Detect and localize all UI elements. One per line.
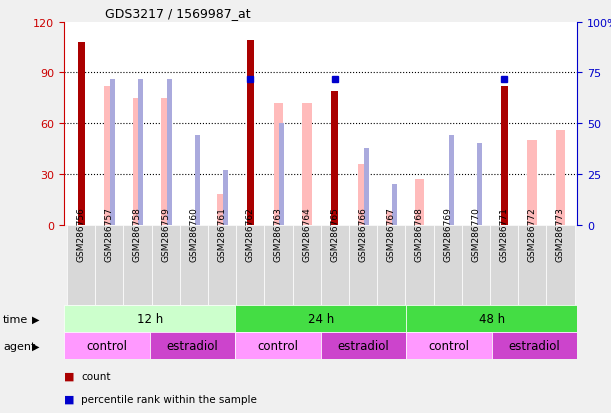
- Text: GSM286762: GSM286762: [246, 207, 255, 261]
- Bar: [448, 136, 453, 225]
- Text: GSM286763: GSM286763: [274, 206, 283, 261]
- Bar: [95, 225, 123, 306]
- Text: ■: ■: [64, 394, 75, 404]
- Bar: [208, 225, 236, 306]
- Bar: [321, 225, 349, 306]
- Bar: [386, 211, 396, 225]
- Bar: [236, 225, 265, 306]
- Bar: [138, 79, 144, 225]
- Text: estradiol: estradiol: [167, 339, 218, 352]
- Bar: [546, 225, 574, 306]
- Text: GSM286760: GSM286760: [189, 206, 199, 261]
- Text: GSM286756: GSM286756: [76, 206, 86, 261]
- Bar: [377, 225, 405, 306]
- Bar: [217, 195, 227, 225]
- Text: GSM286766: GSM286766: [359, 206, 368, 261]
- Text: GSM286761: GSM286761: [218, 206, 227, 261]
- Bar: [235, 306, 406, 332]
- Text: estradiol: estradiol: [338, 339, 389, 352]
- Bar: [167, 79, 172, 225]
- Bar: [364, 148, 369, 225]
- Bar: [500, 87, 508, 225]
- Text: 48 h: 48 h: [479, 313, 505, 325]
- Bar: [235, 332, 321, 359]
- Bar: [104, 87, 114, 225]
- Bar: [110, 79, 115, 225]
- Bar: [321, 332, 406, 359]
- Bar: [180, 225, 208, 306]
- Bar: [64, 332, 150, 359]
- Text: control: control: [428, 339, 470, 352]
- Bar: [274, 104, 284, 225]
- Bar: [150, 332, 235, 359]
- Text: GSM286770: GSM286770: [471, 206, 480, 261]
- Text: GSM286757: GSM286757: [104, 206, 114, 261]
- Text: percentile rank within the sample: percentile rank within the sample: [81, 394, 257, 404]
- Bar: [477, 144, 482, 225]
- Text: ▶: ▶: [32, 341, 39, 351]
- Bar: [265, 225, 293, 306]
- Bar: [152, 225, 180, 306]
- Bar: [527, 141, 537, 225]
- Bar: [195, 136, 200, 225]
- Bar: [64, 306, 235, 332]
- Text: ■: ■: [64, 371, 75, 381]
- Bar: [555, 131, 565, 225]
- Bar: [405, 225, 434, 306]
- Text: 12 h: 12 h: [137, 313, 163, 325]
- Bar: [406, 306, 577, 332]
- Bar: [123, 225, 152, 306]
- Text: estradiol: estradiol: [509, 339, 560, 352]
- Bar: [78, 43, 84, 225]
- Text: GSM286772: GSM286772: [528, 207, 537, 261]
- Text: GSM286764: GSM286764: [302, 207, 311, 261]
- Text: GSM286759: GSM286759: [161, 206, 170, 261]
- Text: control: control: [86, 339, 128, 352]
- Text: ▶: ▶: [32, 314, 39, 324]
- Text: count: count: [81, 371, 111, 381]
- Bar: [462, 225, 490, 306]
- Text: GSM286765: GSM286765: [331, 206, 339, 261]
- Text: agent: agent: [3, 341, 35, 351]
- Bar: [358, 164, 368, 225]
- Text: GSM286773: GSM286773: [556, 206, 565, 261]
- Bar: [414, 180, 425, 225]
- Bar: [392, 185, 397, 225]
- Bar: [247, 41, 254, 225]
- Bar: [279, 124, 284, 225]
- Text: GSM286768: GSM286768: [415, 206, 424, 261]
- Bar: [223, 171, 228, 225]
- Text: GDS3217 / 1569987_at: GDS3217 / 1569987_at: [105, 7, 251, 20]
- Text: GSM286758: GSM286758: [133, 206, 142, 261]
- Bar: [331, 92, 338, 225]
- Text: GSM286767: GSM286767: [387, 206, 396, 261]
- Bar: [490, 225, 518, 306]
- Text: GSM286771: GSM286771: [500, 206, 508, 261]
- Text: 24 h: 24 h: [308, 313, 334, 325]
- Bar: [518, 225, 546, 306]
- Bar: [406, 332, 492, 359]
- Bar: [434, 225, 462, 306]
- Bar: [293, 225, 321, 306]
- Text: control: control: [257, 339, 299, 352]
- Bar: [67, 225, 95, 306]
- Bar: [349, 225, 377, 306]
- Text: time: time: [3, 314, 28, 324]
- Text: GSM286769: GSM286769: [443, 206, 452, 261]
- Bar: [302, 104, 312, 225]
- Bar: [161, 99, 170, 225]
- Bar: [133, 99, 142, 225]
- Bar: [492, 332, 577, 359]
